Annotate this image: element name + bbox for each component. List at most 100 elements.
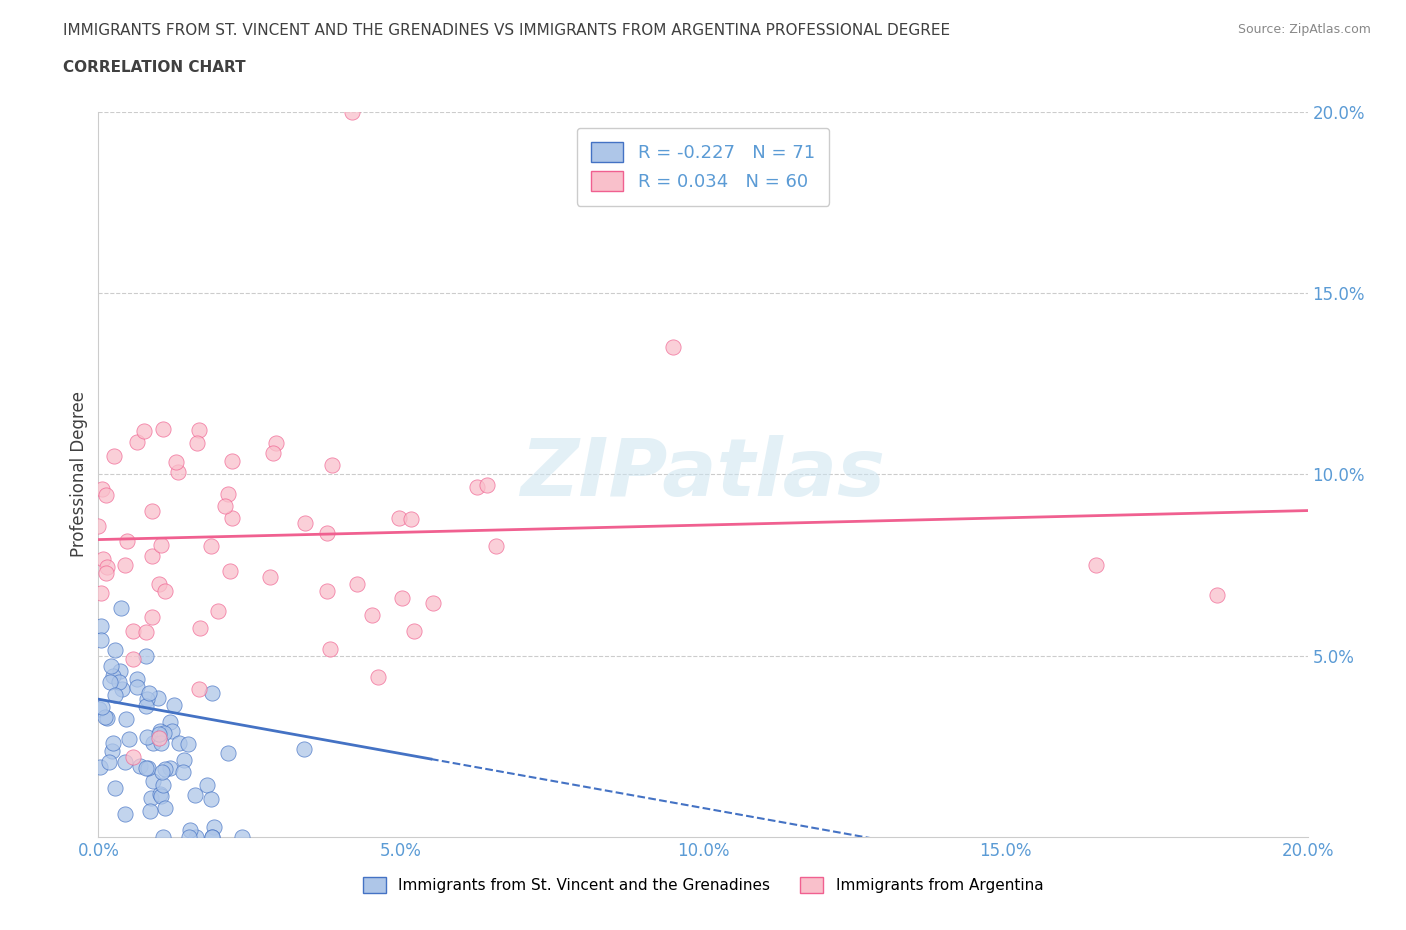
Point xyxy=(152,777,174,792)
Point xyxy=(103,643,125,658)
Point xyxy=(135,698,157,713)
Point xyxy=(346,577,368,591)
Point xyxy=(141,609,163,624)
Point xyxy=(135,729,157,744)
Point xyxy=(201,830,224,844)
Point xyxy=(179,822,201,837)
Point xyxy=(149,538,172,552)
Point xyxy=(149,736,172,751)
Point xyxy=(319,642,342,657)
Point xyxy=(98,675,121,690)
Legend: Immigrants from St. Vincent and the Grenadines, Immigrants from Argentina: Immigrants from St. Vincent and the Gren… xyxy=(357,870,1049,899)
Point xyxy=(141,503,163,518)
Point xyxy=(150,764,173,779)
Point xyxy=(184,788,207,803)
Point xyxy=(141,549,163,564)
Point xyxy=(1206,588,1229,603)
Legend: R = -0.227   N = 71, R = 0.034   N = 60: R = -0.227 N = 71, R = 0.034 N = 60 xyxy=(576,128,830,206)
Point xyxy=(159,715,181,730)
Point xyxy=(129,759,152,774)
Point xyxy=(342,104,364,119)
Point xyxy=(142,774,165,789)
Point xyxy=(188,682,211,697)
Point xyxy=(108,674,131,689)
Point xyxy=(96,560,118,575)
Point xyxy=(391,591,413,605)
Point xyxy=(217,487,239,502)
Point xyxy=(127,435,149,450)
Point xyxy=(661,340,683,355)
Point xyxy=(465,480,488,495)
Point xyxy=(141,790,163,805)
Point xyxy=(173,752,195,767)
Point xyxy=(96,711,118,725)
Point xyxy=(103,449,125,464)
Point xyxy=(316,525,339,540)
Point xyxy=(91,482,114,497)
Point xyxy=(89,759,111,774)
Point xyxy=(186,435,208,450)
Point xyxy=(160,724,183,738)
Point xyxy=(91,699,114,714)
Point xyxy=(167,464,190,479)
Point xyxy=(148,577,170,591)
Point xyxy=(87,518,110,533)
Point xyxy=(172,764,194,779)
Point xyxy=(110,601,132,616)
Point xyxy=(148,726,170,741)
Point xyxy=(111,682,134,697)
Point xyxy=(388,511,411,525)
Point xyxy=(127,680,149,695)
Point xyxy=(90,618,112,633)
Point xyxy=(184,830,207,844)
Point xyxy=(101,669,124,684)
Y-axis label: Professional Degree: Professional Degree xyxy=(70,392,89,557)
Point xyxy=(117,533,139,548)
Point xyxy=(231,830,253,844)
Point xyxy=(201,830,224,844)
Point xyxy=(177,737,200,751)
Point xyxy=(135,648,157,663)
Point xyxy=(104,687,127,702)
Point xyxy=(484,538,506,553)
Point xyxy=(202,820,225,835)
Point xyxy=(96,488,118,503)
Text: IMMIGRANTS FROM ST. VINCENT AND THE GRENADINES VS IMMIGRANTS FROM ARGENTINA PROF: IMMIGRANTS FROM ST. VINCENT AND THE GREN… xyxy=(63,23,950,38)
Point xyxy=(136,761,159,776)
Point xyxy=(155,583,177,598)
Point xyxy=(149,787,172,802)
Point xyxy=(94,710,117,724)
Point xyxy=(200,538,222,553)
Point xyxy=(108,664,131,679)
Point xyxy=(402,623,425,638)
Point xyxy=(207,604,229,618)
Text: CORRELATION CHART: CORRELATION CHART xyxy=(63,60,246,75)
Point xyxy=(125,671,148,686)
Point xyxy=(138,685,160,700)
Point xyxy=(153,801,176,816)
Point xyxy=(153,761,176,776)
Text: Source: ZipAtlas.com: Source: ZipAtlas.com xyxy=(1237,23,1371,36)
Point xyxy=(217,746,239,761)
Point xyxy=(188,620,211,635)
Point xyxy=(148,731,170,746)
Point xyxy=(134,423,156,438)
Point xyxy=(163,698,186,712)
Point xyxy=(187,422,209,437)
Point xyxy=(262,445,284,460)
Point xyxy=(200,791,222,806)
Point xyxy=(152,830,174,844)
Point xyxy=(114,755,136,770)
Point xyxy=(93,551,115,566)
Point xyxy=(114,557,136,572)
Point xyxy=(122,623,145,638)
Point xyxy=(142,736,165,751)
Point xyxy=(121,750,143,764)
Point xyxy=(121,651,143,666)
Point xyxy=(321,458,343,472)
Point xyxy=(104,781,127,796)
Point xyxy=(292,741,315,756)
Point xyxy=(294,516,316,531)
Point xyxy=(214,498,236,513)
Point xyxy=(399,512,422,526)
